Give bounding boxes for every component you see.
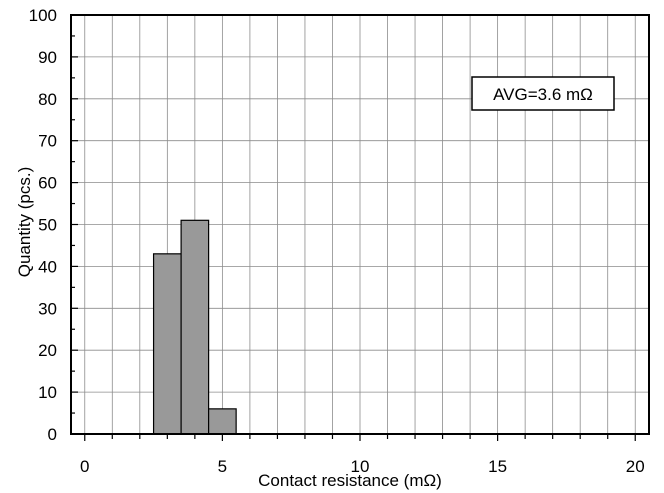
y-tick-label: 40 — [38, 257, 57, 276]
y-tick-label: 10 — [38, 383, 57, 402]
histogram-bar — [152, 253, 182, 435]
bars-group — [152, 219, 237, 435]
annotation-box: AVG=3.6 mΩ — [471, 76, 615, 111]
x-tick-label: 0 — [80, 457, 89, 476]
y-tick-label: 30 — [38, 299, 57, 318]
axes-group — [70, 14, 650, 441]
x-tick-labels: 0 5 10 15 20 — [80, 457, 645, 476]
x-tick-label: 20 — [626, 457, 645, 476]
annotation-frame — [471, 76, 615, 111]
y-tick-label: 60 — [38, 174, 57, 193]
x-tick-label: 10 — [351, 457, 370, 476]
y-tick-label: 50 — [38, 216, 57, 235]
histogram-bar — [208, 408, 237, 435]
y-tick-label: 70 — [38, 132, 57, 151]
histogram-bar — [180, 219, 210, 435]
x-axis-label: Contact resistance (mΩ) — [258, 471, 442, 490]
y-tick-label: 100 — [29, 6, 57, 25]
x-tick-label: 15 — [488, 457, 507, 476]
y-tick-label: 90 — [38, 48, 57, 67]
y-tick-label: 0 — [48, 425, 57, 444]
x-tick-label: 5 — [218, 457, 227, 476]
y-tick-label: 80 — [38, 90, 57, 109]
y-axis-label: Quantity (pcs.) — [15, 167, 34, 278]
y-tick-labels: 0 10 20 30 40 50 60 70 80 90 100 — [29, 6, 57, 444]
y-tick-label: 20 — [38, 341, 57, 360]
annotation-text: AVG=3.6 mΩ — [493, 85, 593, 104]
